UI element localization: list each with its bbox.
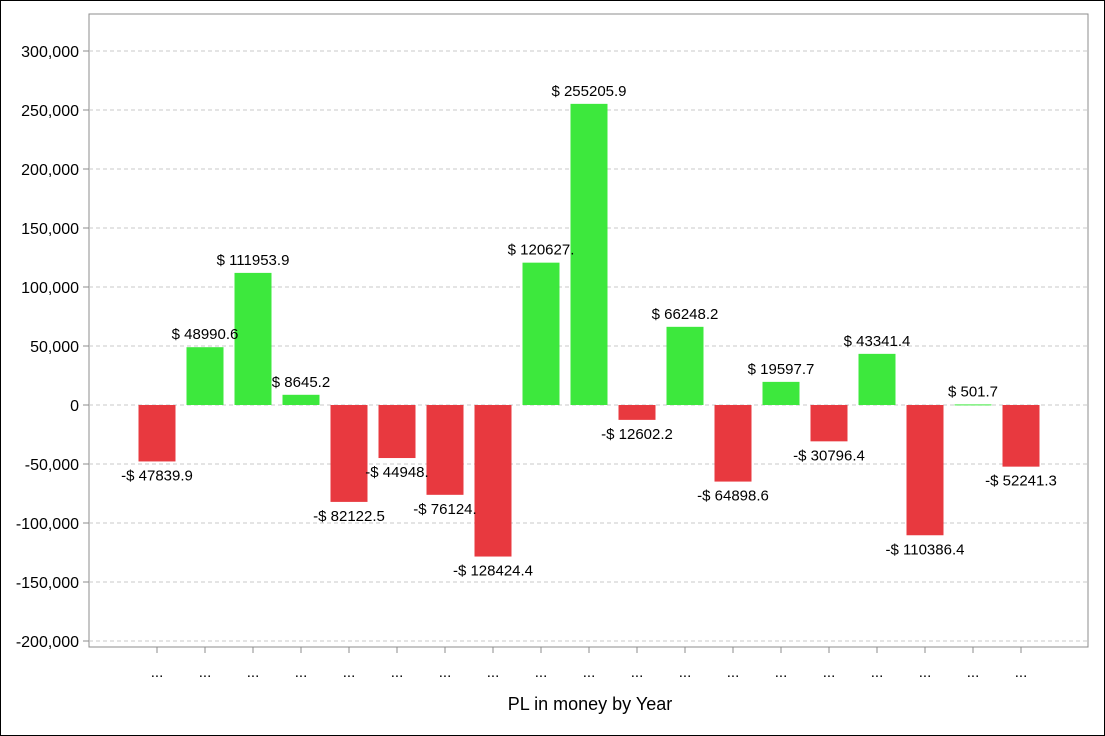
bar[interactable] xyxy=(954,404,992,406)
x-category-label: ... xyxy=(343,664,356,681)
x-category-label: ... xyxy=(295,664,308,681)
bar[interactable] xyxy=(426,405,464,495)
y-axis-ticks: 300,000 250,000 200,000 150,000 100,000 50,00… xyxy=(16,44,89,651)
x-category-label: ... xyxy=(247,664,260,681)
data-label: -$ 128424.4 xyxy=(453,563,533,580)
y-tick-label: -50,000 xyxy=(25,457,79,474)
x-category-label: ... xyxy=(967,664,980,681)
y-tick-label: 100,000 xyxy=(21,280,79,297)
y-tick-label: -150,000 xyxy=(16,575,79,592)
data-label: -$ 76124. xyxy=(413,501,476,518)
data-label: $ 43341.4 xyxy=(844,333,911,350)
x-category-label: ... xyxy=(199,664,212,681)
x-category-label: ... xyxy=(1015,664,1028,681)
data-label: -$ 110386.4 xyxy=(886,541,965,558)
x-category-label: ... xyxy=(775,664,788,681)
data-label: $ 19597.7 xyxy=(748,361,815,378)
bar[interactable] xyxy=(138,405,176,462)
x-category-label: ... xyxy=(583,664,596,681)
y-tick-label: 200,000 xyxy=(21,162,79,179)
x-axis-categories: ........................................… xyxy=(151,647,1028,681)
data-label: $ 48990.6 xyxy=(172,326,239,343)
data-label: $ 111953.9 xyxy=(217,252,290,269)
y-tick-label: 300,000 xyxy=(21,44,79,61)
x-category-label: ... xyxy=(487,664,500,681)
data-label: -$ 82122.5 xyxy=(313,508,385,525)
data-labels: -$ 47839.9 $ 48990.6 $ 111953.9 $ 8645.2 -$ … xyxy=(121,83,1057,580)
bar[interactable] xyxy=(858,353,896,405)
data-label: $ 120627. xyxy=(508,242,575,259)
data-label: $ 501.7 xyxy=(948,383,998,400)
x-category-label: ... xyxy=(823,664,836,681)
x-category-label: ... xyxy=(919,664,932,681)
data-label: -$ 44948. xyxy=(365,464,428,481)
bars xyxy=(138,103,1040,557)
data-label: -$ 47839.9 xyxy=(121,467,193,484)
x-category-label: ... xyxy=(631,664,644,681)
x-axis-title: PL in money by Year xyxy=(508,694,672,714)
bar[interactable] xyxy=(234,272,272,405)
data-label: $ 8645.2 xyxy=(272,374,330,391)
data-label: $ 255205.9 xyxy=(551,83,626,100)
y-tick-label: 150,000 xyxy=(21,221,79,238)
bar[interactable] xyxy=(570,103,608,405)
data-label: -$ 52241.3 xyxy=(985,473,1057,490)
y-tick-label: -200,000 xyxy=(16,634,79,651)
x-category-label: ... xyxy=(151,664,164,681)
bar[interactable] xyxy=(522,262,560,405)
bar[interactable] xyxy=(714,405,752,482)
bar[interactable] xyxy=(474,405,512,557)
data-label: -$ 12602.2 xyxy=(601,426,673,443)
y-tick-label: 50,000 xyxy=(30,339,79,356)
data-label: $ 66248.2 xyxy=(652,306,719,323)
x-category-label: ... xyxy=(391,664,404,681)
data-label: -$ 64898.6 xyxy=(697,488,769,505)
bar[interactable] xyxy=(762,381,800,405)
bar[interactable] xyxy=(378,405,416,459)
bar[interactable] xyxy=(618,405,656,420)
bar[interactable] xyxy=(186,347,224,405)
x-category-label: ... xyxy=(679,664,692,681)
y-tick-label: -100,000 xyxy=(16,516,79,533)
bar[interactable] xyxy=(1002,405,1040,467)
x-category-label: ... xyxy=(727,664,740,681)
bar[interactable] xyxy=(330,405,368,502)
x-category-label: ... xyxy=(871,664,884,681)
bar[interactable] xyxy=(906,405,944,536)
x-category-label: ... xyxy=(535,664,548,681)
bar[interactable] xyxy=(666,326,704,405)
data-label: -$ 30796.4 xyxy=(793,447,865,464)
x-category-label: ... xyxy=(439,664,452,681)
y-tick-label: 250,000 xyxy=(21,103,79,120)
y-tick-label: 0 xyxy=(70,398,79,415)
bar[interactable] xyxy=(810,405,848,442)
bar[interactable] xyxy=(282,394,320,405)
